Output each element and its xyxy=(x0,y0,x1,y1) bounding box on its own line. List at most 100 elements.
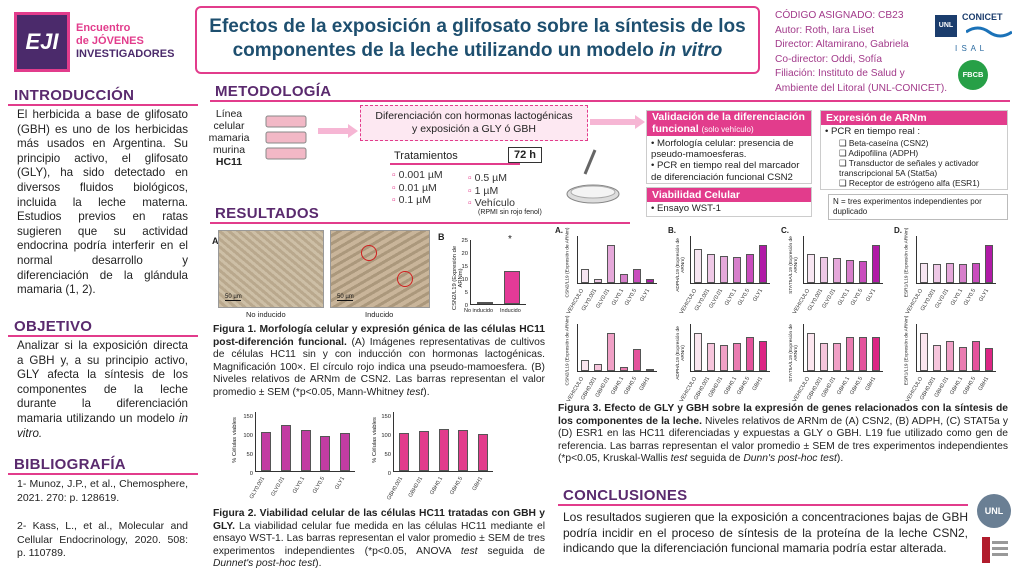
objective-italic: in vitro. xyxy=(17,411,188,440)
x-tick-label: GLY0.1 xyxy=(291,476,307,495)
x-tick-label: GBH0.5 xyxy=(449,476,465,496)
chart-bar xyxy=(872,245,881,283)
chart-bar xyxy=(300,429,311,471)
fig1-caption: Figura 1. Morfología celular y expresión… xyxy=(213,324,545,398)
viability-item: • Ensayo WST-1 xyxy=(651,203,722,214)
doses-left: ▫ 0.001 µM ▫ 0.01 µM ▫ 0.1 µM xyxy=(392,169,443,207)
chart-bar xyxy=(398,432,409,471)
fig3-grid: A. CSN2/L19 (Expresión de ARNm) VEHICULO GL… xyxy=(555,226,1010,403)
chart-bar xyxy=(320,436,331,471)
micrograph-noninduced: 50 µm xyxy=(218,230,324,308)
ytick: 0 xyxy=(464,303,468,309)
ytick: 25 xyxy=(461,238,468,244)
fig3-ylabel: STAT5A/L19 (Expresión de ARNm) xyxy=(789,324,799,382)
chart-bar xyxy=(959,346,968,371)
unl-logo: UNL xyxy=(935,15,957,37)
validation-item: • Morfología celular: presencia de pseud… xyxy=(651,138,794,161)
x-tick-label: GLY0.1 xyxy=(723,288,738,307)
scale-bar: 50 µm xyxy=(225,294,242,301)
conicet-logo: CONICET xyxy=(962,12,1003,22)
chart-bar xyxy=(759,245,768,283)
x-tick-label: GLY0.5 xyxy=(311,476,327,495)
unl-round-logo: UNL xyxy=(977,494,1011,528)
ytick: 50 xyxy=(384,452,391,458)
fig2-gly-plot xyxy=(255,412,355,472)
dose-item: ▫ 1 µM xyxy=(468,184,499,197)
chart-bar xyxy=(972,340,981,371)
chart-bar xyxy=(832,342,841,371)
fig3-xlabels: VEHICULO GLY0.001 GLY0.01 GLY0.1 GLY0.5 GLY1 xyxy=(792,286,883,315)
chart-bar xyxy=(945,263,954,283)
fig1b-star: * xyxy=(508,234,512,245)
ytick: 50 xyxy=(246,452,253,458)
objective-underline xyxy=(8,335,198,337)
diff-line-2: y exposición a GLY ó GBH xyxy=(412,123,536,135)
dose-item: ▫ 0.001 µM xyxy=(392,169,443,181)
fig2-caption: Figura 2. Viabilidad celular de las célu… xyxy=(213,508,545,570)
chart-bar xyxy=(633,268,642,283)
x-tick-label: GLY0.01 xyxy=(270,476,287,498)
fig3-ylabel: ADPH/L19 (Expresión de ARNm) xyxy=(676,326,686,380)
fig3-ylabel: ESR1/L19 (Expresión de ARNm) xyxy=(904,315,910,386)
fig3-panel-label: A. xyxy=(555,226,563,235)
dose-item: ▫ 0.01 µM xyxy=(392,181,437,194)
objective-heading: OBJETIVO xyxy=(14,318,93,335)
chart-bar xyxy=(260,431,271,471)
biblio-underline xyxy=(8,473,198,475)
fig3-ylabel: ADPH/L19 (Expresión de ARNm) xyxy=(676,238,686,292)
chart-bar xyxy=(985,348,994,371)
fig3-caption: Figura 3. Efecto de GLY y GBH sobre la e… xyxy=(558,403,1009,465)
objective-text: Analizar si la exposición directa a GBH … xyxy=(17,339,188,441)
chart-bar xyxy=(806,254,815,283)
scale-bar: 50 µm xyxy=(337,294,354,301)
fig3-xlabels: VEHICULO GBH0.001 GBH0.01 GBH0.1 GBH0.5 GBH1 xyxy=(679,374,770,403)
pseudo-mammosphere-circle-icon xyxy=(361,245,377,261)
x-tick-label: GBH0.1 xyxy=(429,476,445,496)
cell-line-4: murina xyxy=(212,144,246,156)
validation-box: Validación de la diferenciación funciona… xyxy=(646,110,812,184)
viability-box: Viabilidad Celular • Ensayo WST-1 xyxy=(646,187,812,217)
fig3-ylabel: ESR1/L19 (Expresión de ARNm) xyxy=(904,227,910,298)
chart-bar xyxy=(806,333,815,371)
x-tick-label: GLY0.5 xyxy=(962,288,978,307)
fig3-ylabel: STAT5A/L19 (Expresión de ARNm) xyxy=(789,236,799,294)
chart-bar xyxy=(606,333,615,371)
poster-title: Efectos de la exposición a glifosato sob… xyxy=(195,6,760,74)
x-tick-label: GLY1 xyxy=(334,476,347,491)
chart-bar xyxy=(859,261,868,283)
chart-bar xyxy=(972,263,981,283)
treatments-line xyxy=(390,163,520,165)
fig1b-plot xyxy=(470,240,526,305)
method-arrow-2 xyxy=(590,115,645,129)
chart-bar xyxy=(746,253,755,283)
dose-item: ▫ 0.1 µM xyxy=(392,194,431,206)
chart-bar xyxy=(693,333,702,371)
chart-bar xyxy=(593,278,602,283)
fig3-ylabel: CSN2/L19 (Expresión de ARNm) xyxy=(565,315,571,386)
x-tick-label: GLY1 xyxy=(865,288,878,303)
method-arrow-1 xyxy=(318,124,358,138)
chart-bar xyxy=(733,342,742,371)
fbcb-logo: FBCB xyxy=(958,60,988,90)
validation-title: Validación de la diferenciación funciona… xyxy=(647,111,811,136)
method-heading: METODOLOGÍA xyxy=(215,83,332,100)
diff-line-1: Diferenciación con hormonas lactogénicas xyxy=(375,110,573,122)
method-underline xyxy=(210,100,1010,102)
eji-line2: de JÓVENES xyxy=(76,35,144,47)
conclusions-heading: CONCLUSIONES xyxy=(563,487,688,504)
fig1-label-b: B xyxy=(438,232,445,242)
dose-item: ▫ Vehículo xyxy=(468,197,515,209)
fig3-plot xyxy=(916,236,996,284)
chart-bar xyxy=(693,248,702,283)
x-tick-label: GBH1 xyxy=(751,376,765,392)
x-tick-label: GBH1 xyxy=(638,376,652,392)
induced-label: Inducido xyxy=(365,310,394,319)
fig3-xlabels: VEHICULO GBH0.001 GBH0.01 GBH0.1 GBH0.5 GBH1 xyxy=(566,374,657,403)
chart-bar xyxy=(846,259,855,283)
chart-bar xyxy=(580,359,589,371)
chart-bar xyxy=(932,344,941,371)
fig3-xlabels: VEHICULO GLY0.001 GLY0.01 GLY0.1 GLY0.5 GLY1 xyxy=(566,286,657,315)
fig3-panel-label: B. xyxy=(668,226,676,235)
x-tick-label: GLY0.1 xyxy=(610,288,625,307)
x-tick-label: GBH1 xyxy=(977,376,991,392)
